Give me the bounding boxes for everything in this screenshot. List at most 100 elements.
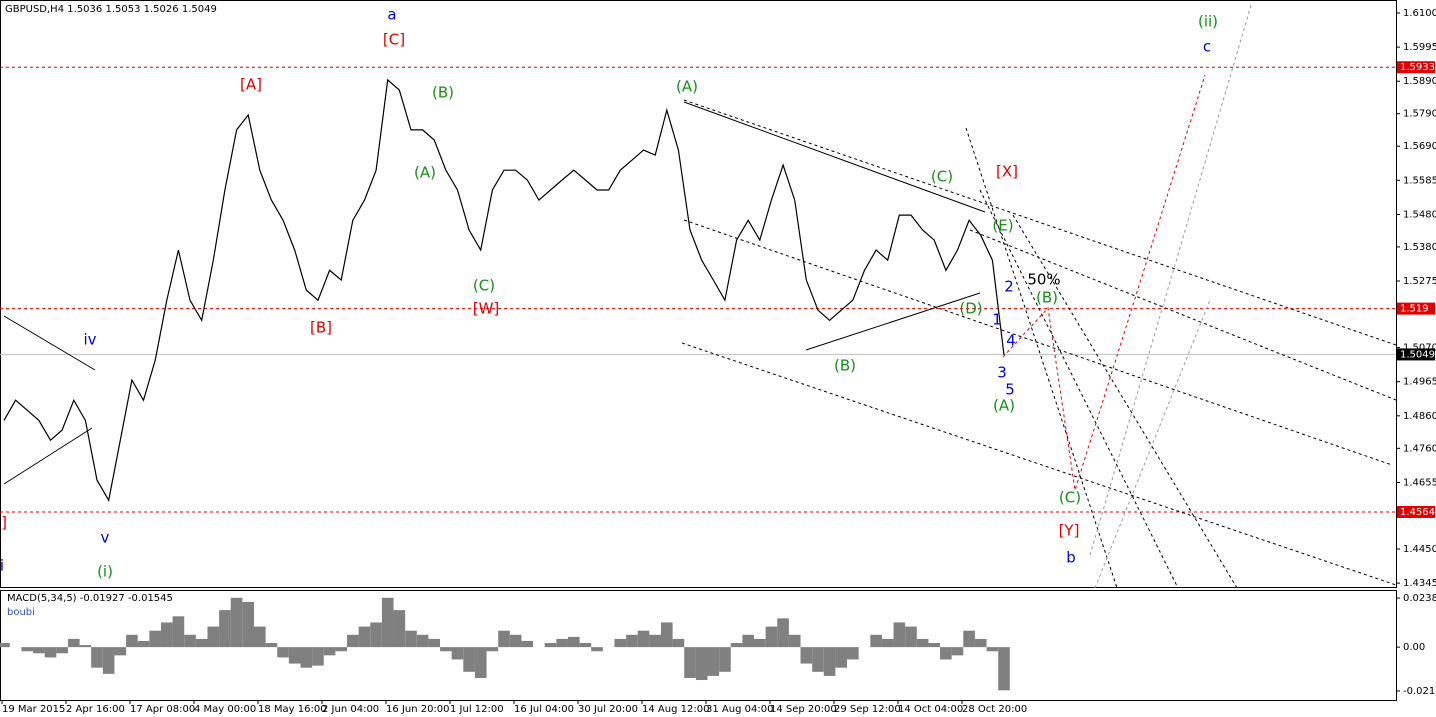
x-tick-label: 30 Jul 20:00 (578, 704, 638, 715)
macd-bar (986, 647, 999, 652)
macd-bar (126, 634, 138, 648)
macd-bar (823, 647, 836, 676)
level-box (1397, 302, 1435, 315)
symbol: GBPUSD,H4 (5, 4, 64, 15)
wave-label: [W] (473, 300, 500, 318)
indicator-name: MACD(5,34,5) (7, 593, 77, 604)
macd-bar (754, 638, 766, 648)
macd-bar (963, 630, 975, 648)
macd-bar (172, 616, 185, 648)
trend-line (1089, 1, 1253, 556)
macd-bar (951, 647, 964, 656)
wave-label: ] (1, 514, 7, 532)
wave-label: [X] (996, 163, 1018, 181)
macd-bar (765, 626, 778, 648)
trend-line (1094, 299, 1211, 589)
macd-bar (893, 622, 906, 648)
macd-bar (660, 622, 673, 648)
macd-bar (219, 610, 231, 648)
y-tick-label: 1.4655 (1403, 477, 1436, 488)
level-label: 1.4564 (1400, 507, 1435, 518)
wave-label: (C) (1059, 489, 1081, 507)
main-panel (0, 0, 1397, 588)
trend-line (979, 189, 1179, 589)
macd-bar (626, 634, 638, 648)
macd-bar (567, 636, 580, 648)
wave-label: (D) (959, 300, 982, 318)
trend-line (683, 219, 1393, 466)
macd-bar (44, 647, 57, 658)
macd-bar (207, 626, 220, 648)
x-tick-label: 28 Oct 20:00 (962, 704, 1027, 715)
macd-bar (56, 647, 68, 654)
macd-bar (440, 647, 452, 652)
wave-label: (A) (993, 397, 1015, 415)
price-line (3, 78, 1005, 502)
trend-line (683, 101, 986, 213)
macd-bar (463, 647, 475, 672)
level-box (1397, 505, 1435, 518)
macd-bar (579, 643, 592, 648)
macd-bar (149, 630, 161, 648)
wave-label: i (0, 557, 4, 575)
macd-bar (33, 647, 45, 654)
wave-label: (B) (432, 84, 454, 102)
macd-bar (800, 647, 813, 664)
y-tick-label: 1.5480 (1403, 209, 1436, 220)
indicator-tick-label: -0.02132 (1403, 686, 1436, 697)
macd-bar (637, 630, 650, 648)
wave-label: 5 (1005, 381, 1015, 399)
wave-label: 4 (1006, 332, 1016, 350)
level-label: 1.519 (1400, 304, 1429, 315)
high: 1.5053 (105, 4, 140, 15)
wave-label: (ii) (1198, 13, 1218, 31)
macd-bar (451, 647, 464, 660)
y-tick-label: 1.4450 (1403, 544, 1436, 555)
macd-bar (614, 638, 627, 648)
macd-bar (358, 626, 371, 648)
wave-label: [B] (310, 319, 332, 337)
wave-label: b (1066, 549, 1076, 567)
low: 1.5026 (144, 4, 179, 15)
macd-bar (870, 634, 882, 648)
macd-bar (521, 640, 534, 648)
macd-bar (974, 638, 987, 648)
wave-label: a (387, 6, 396, 24)
y-tick-label: 1.5690 (1403, 141, 1436, 152)
macd-bar (21, 647, 34, 652)
y-tick-label: 1.5995 (1403, 42, 1436, 53)
wave-label: (A) (414, 164, 436, 182)
wave-label: (E) (992, 217, 1013, 235)
indicator-subtitle: boubi (7, 607, 35, 618)
macd-bar (649, 634, 661, 648)
y-tick-label: 1.5275 (1403, 276, 1436, 287)
x-tick-label: 18 May 16:00 (258, 704, 327, 715)
x-tick-label: 16 Jul 04:00 (514, 704, 574, 715)
macd-bar (67, 638, 80, 648)
x-tick-label: 31 Aug 04:00 (706, 704, 773, 715)
macd-bar (730, 643, 743, 648)
macd-bar (91, 647, 103, 668)
macd-bar (695, 647, 708, 681)
y-tick-label: 1.4860 (1403, 411, 1436, 422)
macd-bar (812, 647, 824, 672)
wave-label: (A) (676, 78, 698, 96)
macd-bar (707, 647, 720, 676)
indicator-readout: -0.01927 (80, 593, 125, 604)
macd-bar (474, 647, 487, 678)
x-tick-label: 2 Apr 16:00 (66, 704, 125, 715)
macd-bar (905, 626, 917, 648)
y-tick-label: 1.4760 (1403, 443, 1436, 454)
macd-bar (242, 601, 254, 648)
trend-line (969, 229, 1397, 401)
macd-bar (405, 630, 417, 648)
macd-bar (486, 647, 499, 652)
macd-bar (881, 638, 894, 648)
y-tick-label: 1.5790 (1403, 109, 1436, 120)
macd-bar (847, 647, 859, 660)
wave-label: (B) (1036, 289, 1058, 307)
macd-bar (195, 638, 208, 648)
macd-bar (777, 618, 789, 648)
macd-bar (288, 647, 301, 664)
macd-bar (335, 647, 348, 652)
